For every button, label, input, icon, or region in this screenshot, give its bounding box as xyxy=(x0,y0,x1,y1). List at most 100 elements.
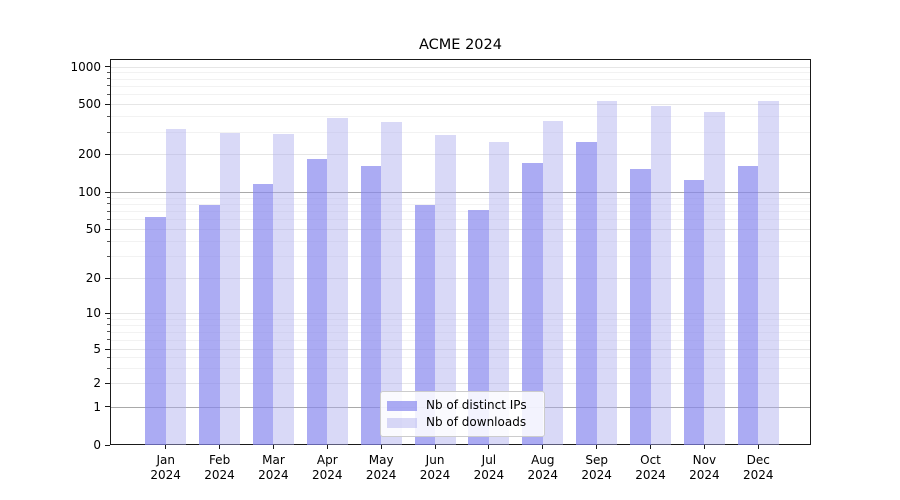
gridline-minor xyxy=(111,318,810,320)
x-tick-label-nov: Nov 2024 xyxy=(689,453,720,482)
y-minor-tick xyxy=(107,367,110,369)
legend-label-downloads: Nb of downloads xyxy=(426,415,527,429)
x-tick-label-may: May 2024 xyxy=(365,453,397,482)
x-tick-oct xyxy=(650,445,652,449)
gridline-minor xyxy=(111,331,810,333)
y-tick-200 xyxy=(105,153,110,155)
gridline-minor xyxy=(111,94,810,96)
x-tick-jun xyxy=(434,445,436,449)
y-minor-tick xyxy=(107,71,110,73)
x-tick-mar xyxy=(272,445,274,449)
gridline-minor xyxy=(111,211,810,213)
y-minor-tick xyxy=(107,339,110,341)
x-tick-jan xyxy=(165,445,167,449)
y-tick-label-0: 0 xyxy=(93,438,101,452)
y-minor-tick xyxy=(107,115,110,117)
bar-nb-of-downloads-dec xyxy=(758,101,779,445)
gridline-minor xyxy=(111,324,810,326)
gridline-major xyxy=(111,349,810,350)
bar-nb-of-downloads-aug xyxy=(542,121,564,445)
gridline-minor xyxy=(111,256,810,258)
bar-nb-of-downloads-nov xyxy=(704,111,725,445)
y-tick-5 xyxy=(105,348,110,350)
gridline-minor xyxy=(111,132,810,134)
gridline-minor xyxy=(111,197,810,199)
gridline-minor xyxy=(111,72,810,74)
y-tick-20 xyxy=(105,277,110,279)
y-minor-tick xyxy=(107,197,110,199)
x-tick-label-jul: Jul 2024 xyxy=(473,453,505,482)
x-tick-label-apr: Apr 2024 xyxy=(312,453,343,482)
y-tick-label-2: 2 xyxy=(93,376,101,391)
bar-nb-of-downloads-jun xyxy=(435,135,456,445)
x-tick-nov xyxy=(703,445,705,449)
gridline-major xyxy=(111,229,810,230)
y-tick-label-500: 500 xyxy=(78,97,101,111)
y-tick-label-100: 100 xyxy=(78,185,101,199)
gridline-major xyxy=(111,278,810,280)
legend-item-downloads: Nb of downloads xyxy=(387,414,536,431)
gridline-minor xyxy=(111,368,810,370)
gridline-minor xyxy=(111,78,810,80)
bar-nb-of-distinct-ips-nov xyxy=(683,180,705,445)
x-tick-label-oct: Oct 2024 xyxy=(635,453,666,482)
y-tick-1 xyxy=(105,406,110,408)
y-tick-1000 xyxy=(105,66,110,68)
bar-nb-of-distinct-ips-feb xyxy=(199,205,220,445)
x-tick-label-sep: Sep 2024 xyxy=(581,453,612,482)
x-tick-feb xyxy=(219,445,221,449)
gridline-minor xyxy=(111,241,810,242)
y-minor-tick xyxy=(107,318,110,320)
y-minor-tick xyxy=(107,324,110,326)
chart-title: ACME 2024 xyxy=(419,37,502,53)
gridline-major xyxy=(111,313,810,315)
y-tick-label-5: 5 xyxy=(93,342,101,356)
x-tick-jul xyxy=(488,445,490,449)
y-tick-label-1: 1 xyxy=(93,399,101,414)
bar-nb-of-downloads-feb xyxy=(219,133,241,445)
bar-nb-of-distinct-ips-jan xyxy=(145,216,166,445)
x-tick-apr xyxy=(326,445,328,449)
y-minor-tick xyxy=(107,255,110,257)
y-minor-tick xyxy=(107,240,110,242)
y-minor-tick xyxy=(107,78,110,80)
bar-nb-of-distinct-ips-may xyxy=(360,166,382,445)
bar-nb-of-downloads-may xyxy=(381,121,402,445)
legend: Nb of distinct IPs Nb of downloads xyxy=(380,391,545,437)
bar-nb-of-distinct-ips-dec xyxy=(737,165,759,445)
y-tick-label-10: 10 xyxy=(85,306,101,321)
gridline-major xyxy=(111,154,810,156)
bar-nb-of-downloads-jan xyxy=(165,129,187,445)
y-minor-tick xyxy=(107,210,110,212)
x-tick-label-feb: Feb 2024 xyxy=(204,453,235,482)
x-tick-dec xyxy=(757,445,759,449)
y-tick-500 xyxy=(105,103,110,105)
y-tick-0 xyxy=(105,444,110,446)
x-tick-label-jan: Jan 2024 xyxy=(150,453,181,482)
x-tick-label-jun: Jun 2024 xyxy=(419,453,451,482)
y-tick-2 xyxy=(105,382,110,384)
y-tick-label-20: 20 xyxy=(85,271,101,286)
gridline-minor xyxy=(111,219,810,221)
plot-area xyxy=(110,59,811,445)
gridline-minor xyxy=(111,85,810,87)
y-minor-tick xyxy=(107,331,110,333)
y-tick-label-1000: 1000 xyxy=(70,59,101,74)
bar-nb-of-distinct-ips-oct xyxy=(630,169,651,445)
y-minor-tick xyxy=(107,85,110,87)
gridline-major-dark xyxy=(111,192,810,193)
bar-nb-of-downloads-apr xyxy=(327,118,348,445)
bar-nb-of-distinct-ips-apr xyxy=(306,158,328,445)
bar-nb-of-distinct-ips-mar xyxy=(252,184,274,445)
x-tick-label-dec: Dec 2024 xyxy=(742,453,774,482)
y-minor-tick xyxy=(107,218,110,220)
bar-nb-of-downloads-sep xyxy=(596,100,618,445)
bar-nb-of-downloads-oct xyxy=(650,106,672,445)
bar-nb-of-distinct-ips-sep xyxy=(576,142,597,445)
y-minor-tick xyxy=(107,356,110,358)
y-tick-100 xyxy=(105,191,110,193)
bar-nb-of-distinct-ips-aug xyxy=(522,163,543,445)
gridline-minor xyxy=(111,339,810,341)
x-tick-sep xyxy=(596,445,598,449)
